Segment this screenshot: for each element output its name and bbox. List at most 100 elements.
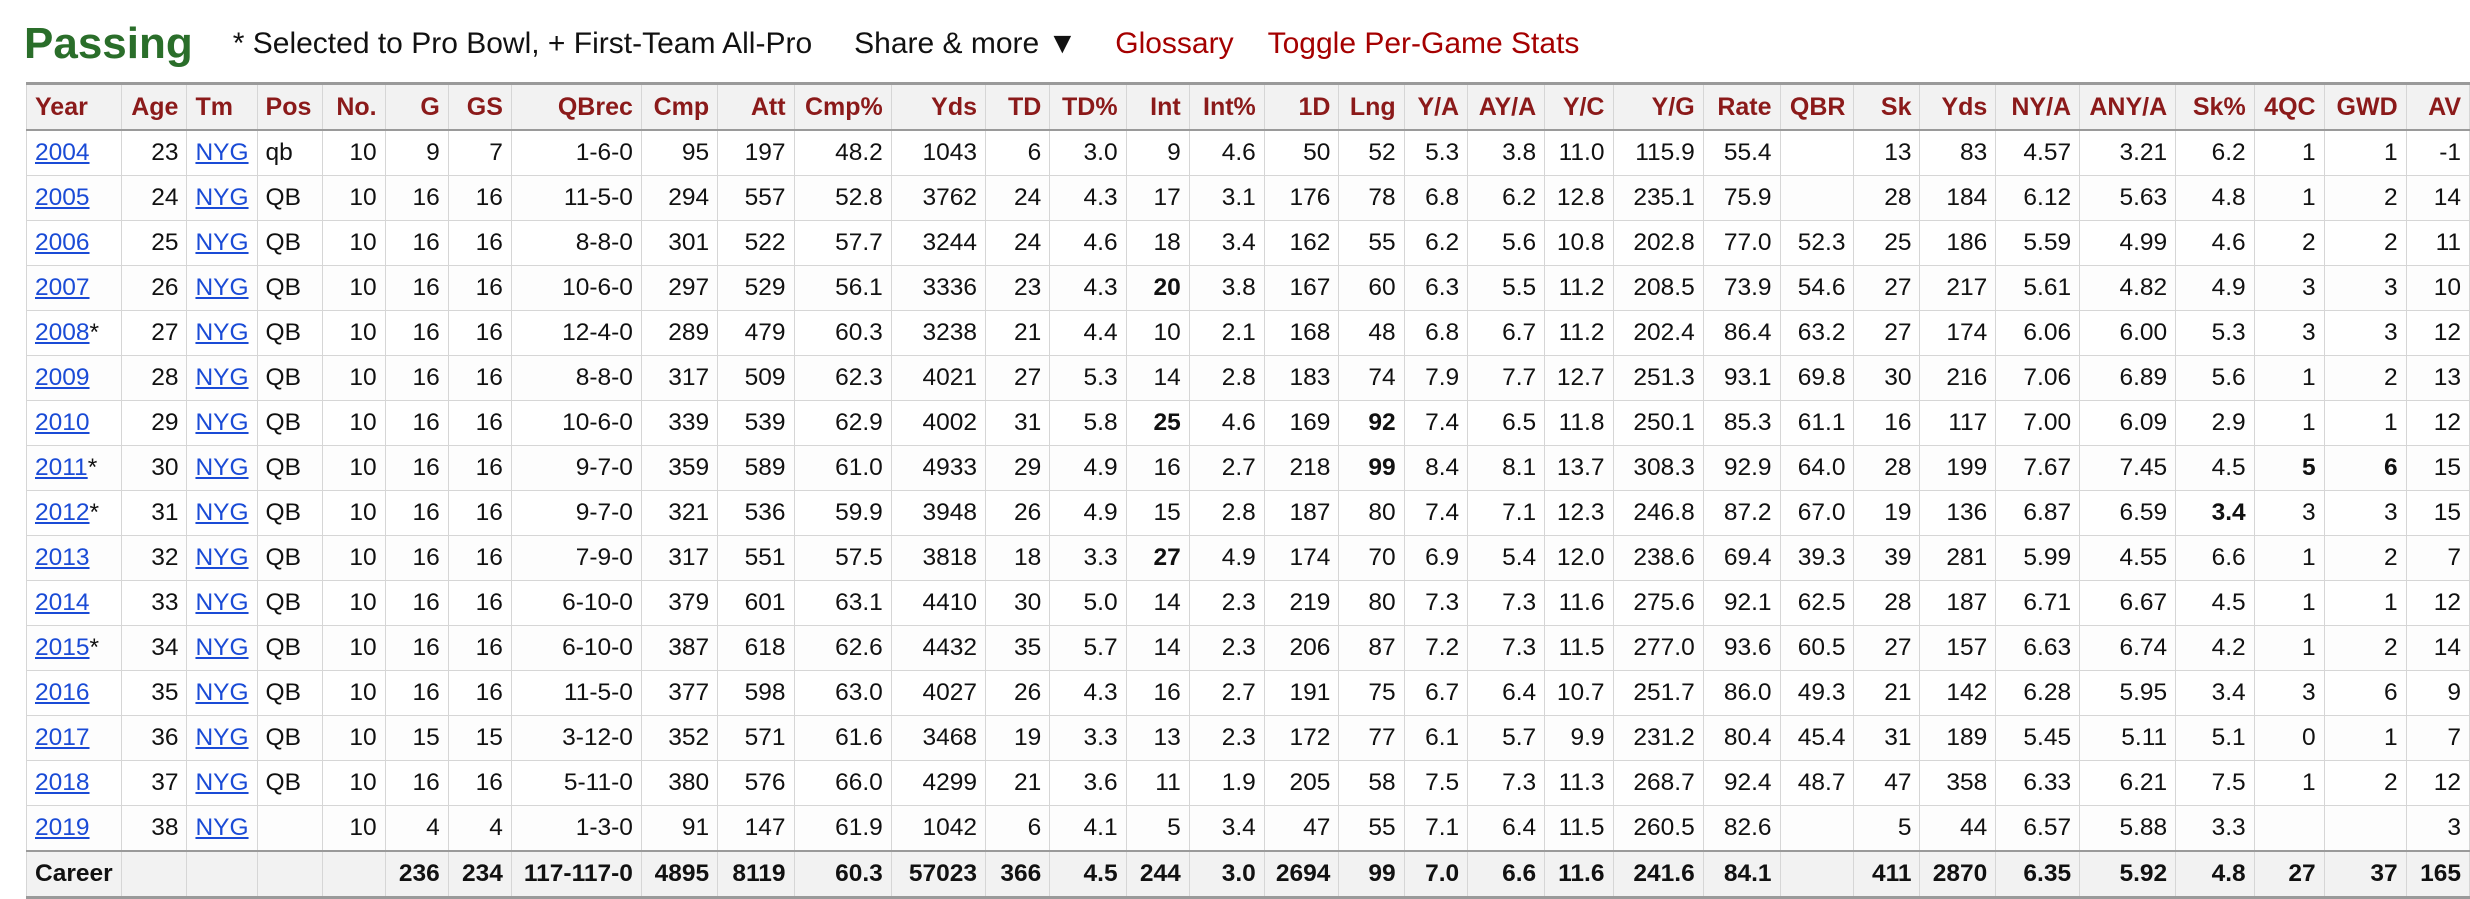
stat-cell: 21 [1853,670,1921,716]
column-header[interactable]: Sk [1853,82,1921,131]
year-link[interactable]: 2015 [35,634,90,661]
team-link[interactable]: NYG [195,679,249,706]
team-link[interactable]: NYG [195,454,249,481]
column-header[interactable]: Att [717,82,795,131]
stat-cell: 67.0 [1779,490,1855,536]
table-row: 2007 26 NYG QB 10 16 16 10-6-0 297 529 56.1 3336 23 4… [26,265,2470,311]
team-cell: NYG [186,129,258,176]
column-header[interactable]: Rate [1702,82,1781,131]
team-link[interactable]: NYG [195,589,249,616]
stat-cell: 60 [1338,265,1405,311]
stat-cell: 1 [2253,175,2325,221]
column-header[interactable]: Y/A [1403,82,1469,131]
year-link[interactable]: 2008 [35,319,90,346]
stat-cell: 294 [640,175,719,221]
team-link[interactable]: NYG [195,544,249,571]
team-link[interactable]: NYG [195,364,249,391]
column-header[interactable]: AY/A [1467,82,1546,131]
year-link[interactable]: 2006 [35,229,90,256]
column-header[interactable]: Cmp% [793,82,892,131]
team-link[interactable]: NYG [195,499,249,526]
table-body: 2004 23 NYG qb 10 9 7 1-6-0 95 197 48.2 1043 6 3.0 9 4.… [26,129,2470,852]
stat-cell: 6.74 [2079,625,2177,671]
year-link[interactable]: 2009 [35,364,90,391]
column-header[interactable]: Y/G [1612,82,1704,131]
stat-cell: 3.4 [2175,670,2255,716]
team-link[interactable]: NYG [195,229,249,256]
column-header[interactable]: TD% [1049,82,1127,131]
column-header[interactable]: AV [2405,82,2470,131]
stat-cell: 4933 [890,445,987,491]
stat-cell: 62.3 [793,355,892,401]
year-link[interactable]: 2011 [35,454,88,481]
stat-cell: 7.5 [2175,760,2255,806]
career-stat-cell [1779,850,1855,899]
year-link[interactable]: 2017 [35,724,90,751]
column-header[interactable]: No. [321,82,386,131]
column-header[interactable]: Age [120,82,188,131]
column-header[interactable]: G [384,82,449,131]
year-link[interactable]: 2018 [35,769,90,796]
stat-cell: 87 [1338,625,1405,671]
column-header[interactable]: GWD [2323,82,2407,131]
year-cell: 2004 [26,129,122,176]
column-header[interactable]: Pos [256,82,323,131]
year-link[interactable]: 2016 [35,679,90,706]
team-link[interactable]: NYG [195,724,249,751]
glossary-link[interactable]: Glossary [1115,27,1234,60]
career-stat-cell: 2694 [1263,850,1340,899]
year-link[interactable]: 2012 [35,499,90,526]
table-row: 2008* 27 NYG QB 10 16 16 12-4-0 289 479 60.3 3238 21… [26,310,2470,356]
award-marker: * [89,634,100,661]
year-link[interactable]: 2019 [35,814,90,841]
stat-cell: 61.6 [793,715,892,761]
stat-cell: 1 [2253,129,2325,176]
column-header[interactable]: Int% [1188,82,1265,131]
column-header[interactable]: Int [1125,82,1190,131]
team-link[interactable]: NYG [195,814,249,841]
column-header[interactable]: Year [26,82,122,131]
year-link[interactable]: 2013 [35,544,90,571]
stat-cell: 4.5 [2175,445,2255,491]
column-header[interactable]: GS [447,82,512,131]
column-header[interactable]: 4QC [2253,82,2325,131]
column-header[interactable]: Y/C [1544,82,1614,131]
year-link[interactable]: 2010 [35,409,90,436]
stat-cell: 3.3 [1049,535,1127,581]
column-header[interactable]: Tm [186,82,258,131]
column-header[interactable]: Yds [890,82,987,131]
column-header[interactable]: Sk% [2175,82,2255,131]
team-link[interactable]: NYG [195,409,249,436]
year-link[interactable]: 2005 [35,184,90,211]
year-link[interactable]: 2014 [35,589,90,616]
team-link[interactable]: NYG [195,139,249,166]
stat-cell [1779,175,1855,221]
team-link[interactable]: NYG [195,319,249,346]
year-link[interactable]: 2007 [35,274,90,301]
team-link[interactable]: NYG [195,769,249,796]
column-header[interactable]: NY/A [1995,82,2081,131]
column-header[interactable]: Cmp [640,82,719,131]
stat-cell: 58 [1338,760,1405,806]
stat-cell: 16 [384,355,449,401]
column-header[interactable]: Lng [1338,82,1405,131]
year-cell: 2011* [26,445,122,491]
stat-cell: 260.5 [1612,805,1704,852]
column-header[interactable]: 1D [1263,82,1340,131]
team-link[interactable]: NYG [195,634,249,661]
team-link[interactable]: NYG [195,274,249,301]
stat-cell: QB [256,535,323,581]
column-header[interactable]: QBR [1779,82,1855,131]
column-header[interactable]: QBrec [510,82,642,131]
column-header[interactable]: TD [985,82,1051,131]
year-link[interactable]: 2004 [35,139,90,166]
toggle-per-game-link[interactable]: Toggle Per-Game Stats [1267,27,1580,60]
stat-cell: 598 [717,670,795,716]
team-link[interactable]: NYG [195,184,249,211]
column-header[interactable]: Yds [1919,82,1997,131]
column-header[interactable]: ANY/A [2079,82,2177,131]
stat-cell: 3.4 [1188,220,1265,266]
stat-cell: 7.06 [1995,355,2081,401]
stat-cell: 48 [1338,310,1405,356]
share-menu-button[interactable]: Share & more ▼ [854,27,1078,60]
